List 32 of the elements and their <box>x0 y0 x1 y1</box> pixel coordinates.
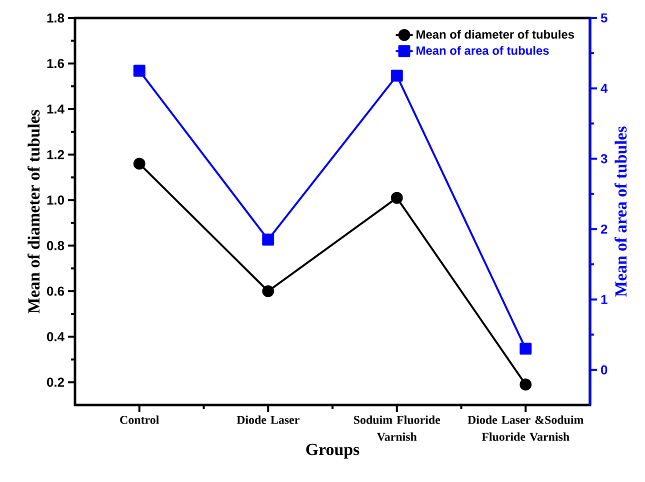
x-tick-label: Soduim Fluoride Varnish <box>354 415 440 441</box>
point <box>520 378 532 390</box>
y2-tick-label: 4 <box>600 84 608 93</box>
y-tick-label: 0.8 <box>47 241 64 250</box>
x-axis-title: Groups <box>306 444 360 459</box>
point <box>390 70 403 82</box>
y-tick-label: 1.2 <box>47 150 64 160</box>
y2-tick-label: 1 <box>601 295 608 304</box>
point <box>133 158 146 170</box>
point <box>520 342 532 355</box>
y2-tick-label: 0 <box>601 365 608 374</box>
y-axis-title: Mean of diameter of tubules <box>28 110 40 314</box>
point <box>262 285 274 298</box>
y-tick-label: 1.6 <box>47 58 64 68</box>
x-tick-label: Diode Laser &Soduim Fluoride Varnish <box>468 415 584 441</box>
y-tick-label: 0.6 <box>47 286 64 296</box>
y-tick-label: 1.4 <box>47 104 64 114</box>
y-tick-label: 0.2 <box>47 378 64 387</box>
legend-label: Mean of area of tubules <box>416 46 549 55</box>
x-tick-label: Control <box>120 415 159 424</box>
y-tick-label: 1.8 <box>47 13 64 23</box>
y-tick-label: 0.4 <box>47 332 64 342</box>
y2-tick-label: 3 <box>600 154 608 164</box>
x-tick-label: Diode Laser <box>236 415 300 424</box>
y-tick-label: 1.0 <box>47 196 64 205</box>
y2-tick-label: 2 <box>600 224 608 234</box>
y2-tick-label: 5 <box>600 13 608 23</box>
point <box>390 192 403 204</box>
point <box>133 64 146 77</box>
y2-axis-title: Mean of area of tubules <box>614 126 627 297</box>
legend-label: Mean of diameter of tubules <box>416 30 574 39</box>
point <box>262 234 274 246</box>
